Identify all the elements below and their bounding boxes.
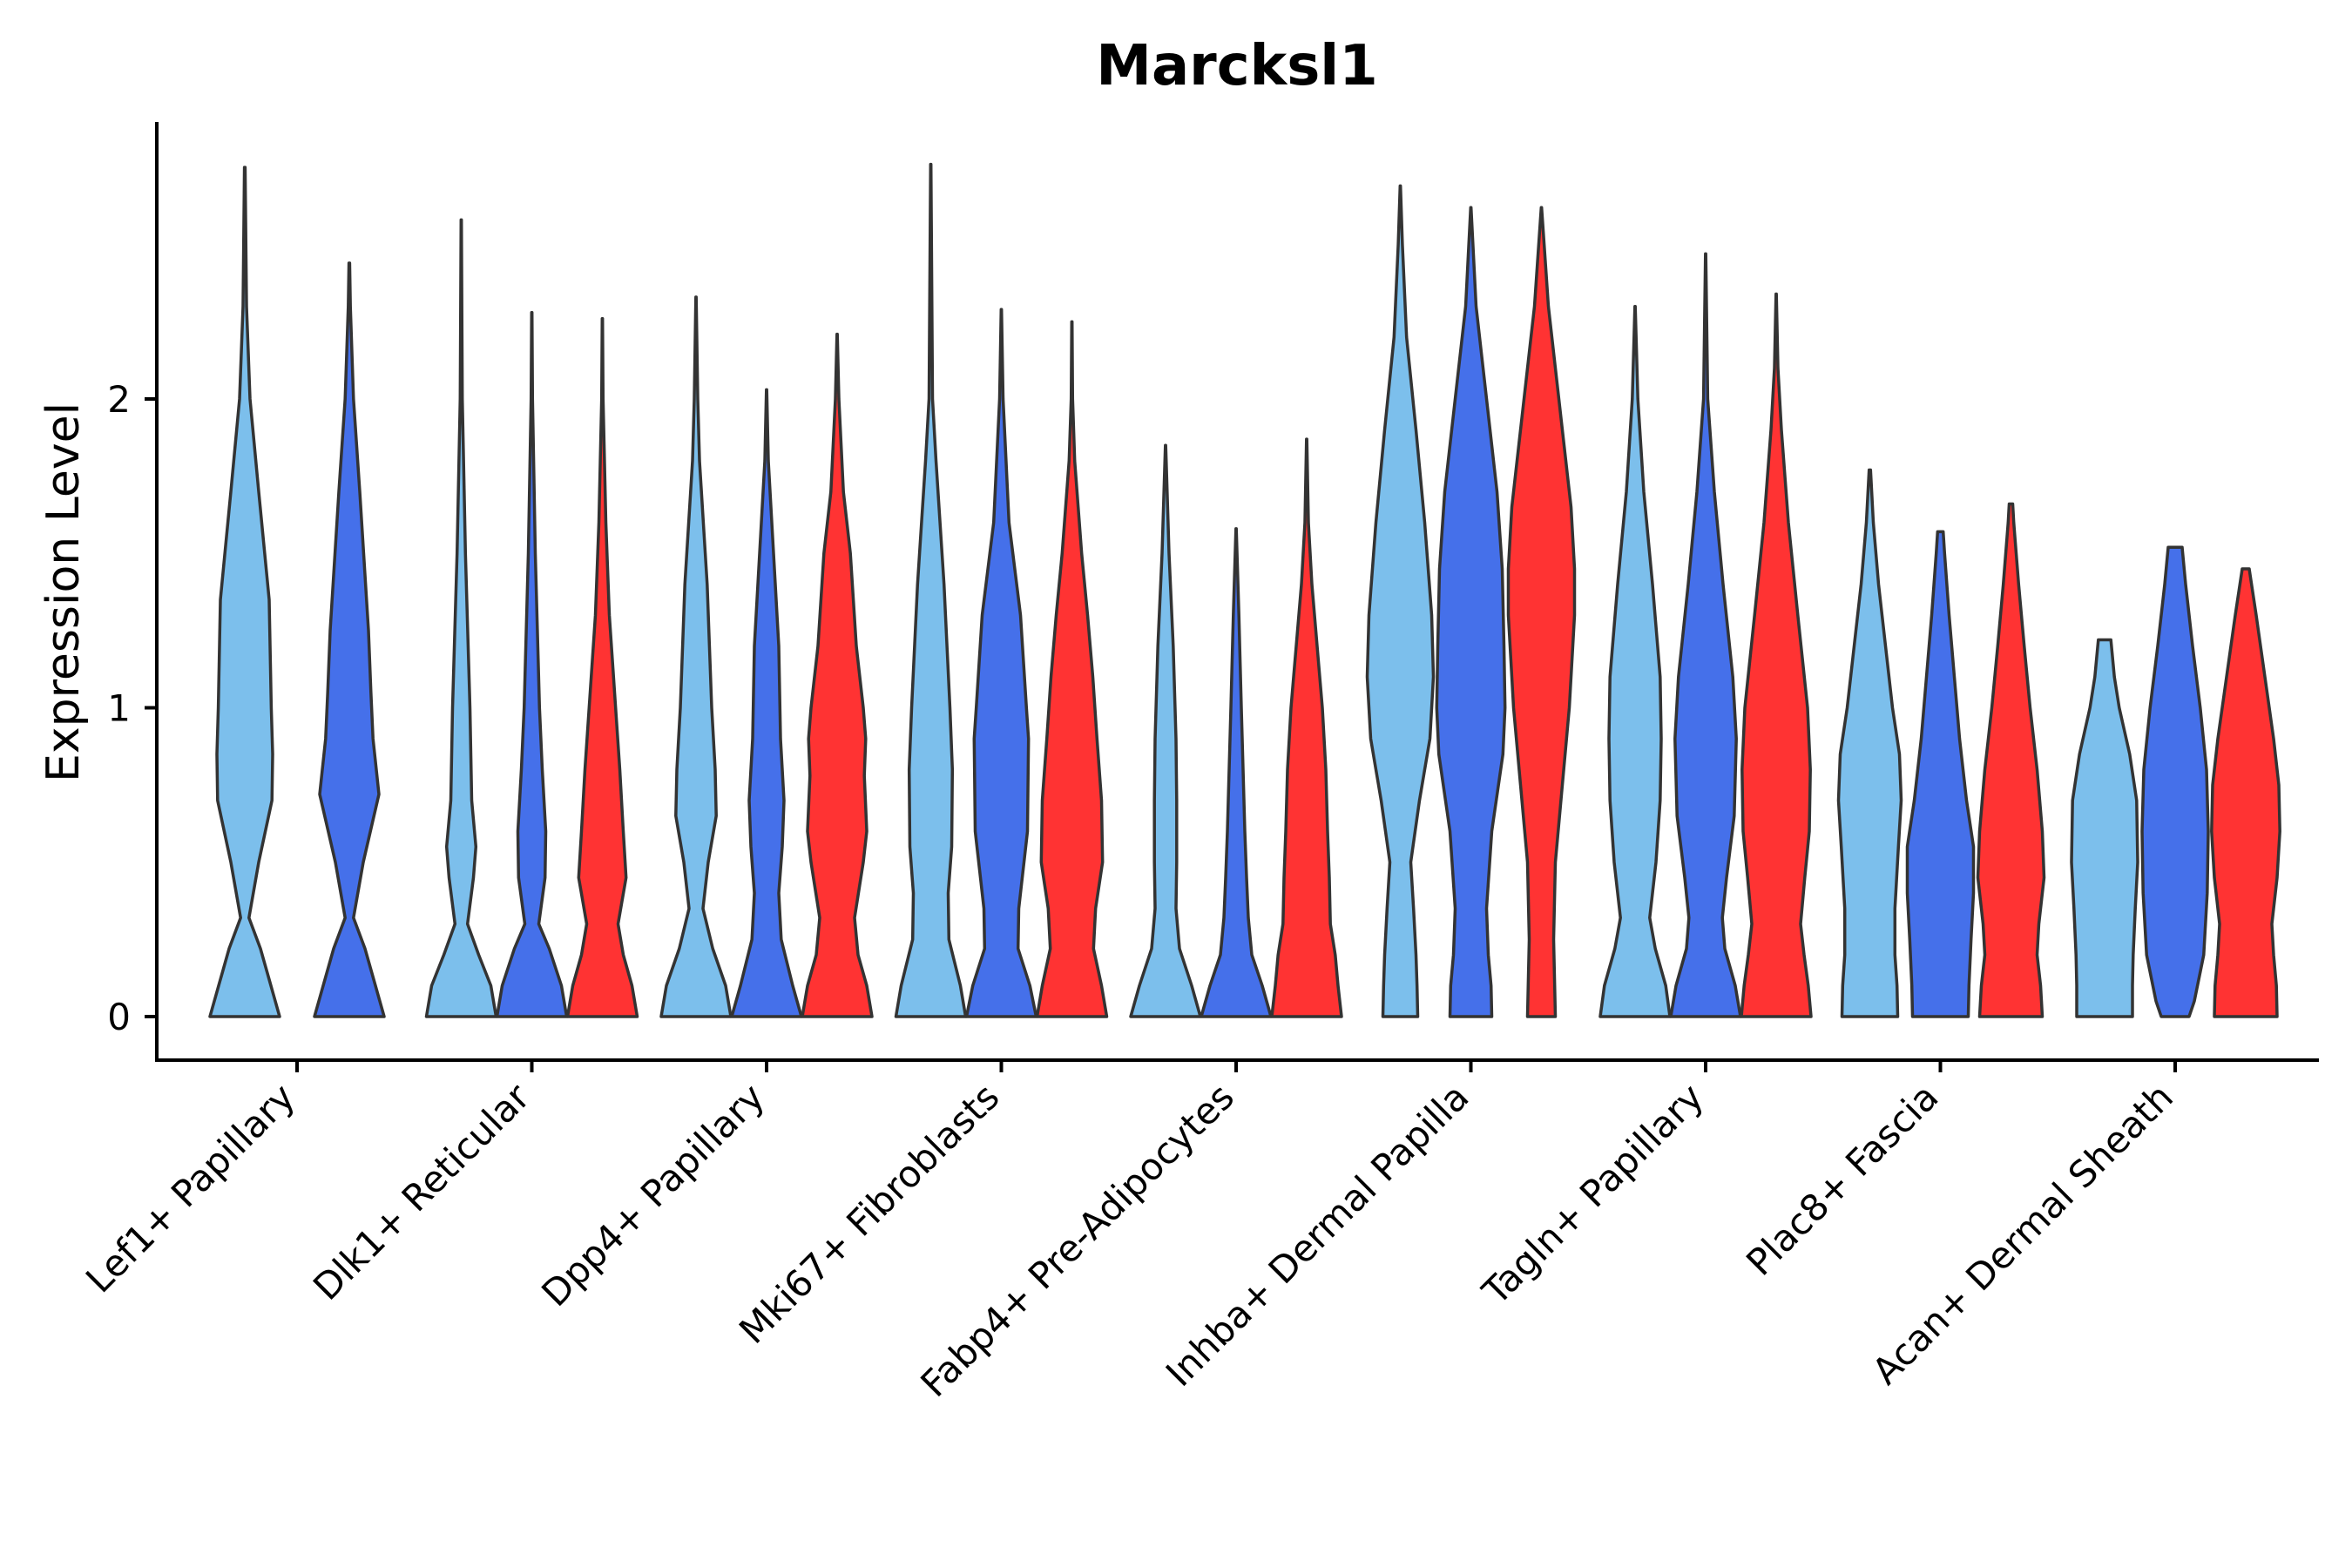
violin-dlk1-reticular-group-1 bbox=[424, 218, 498, 1018]
violin-inhba-dermal-papilla-group-2 bbox=[1435, 206, 1507, 1018]
violin-fabp4-pre-adipocytes-group-1 bbox=[1129, 443, 1202, 1018]
y-tick-label: 2 bbox=[107, 378, 131, 421]
violin-plac8-fascia-group-3 bbox=[1976, 502, 2046, 1018]
violin-acan-dermal-sheath-group-1 bbox=[2070, 638, 2139, 1018]
violin-inhba-dermal-papilla-group-1 bbox=[1365, 184, 1436, 1018]
violin-mki67-fibroblasts-group-2 bbox=[964, 308, 1038, 1018]
violin-inhba-dermal-papilla-group-3 bbox=[1506, 206, 1577, 1018]
violin-acan-dermal-sheath-group-3 bbox=[2210, 567, 2281, 1018]
violin-tagln-papillary-group-2 bbox=[1669, 252, 1742, 1018]
violin-mki67-fibroblasts-group-1 bbox=[894, 162, 968, 1018]
violin-mki67-fibroblasts-group-3 bbox=[1035, 320, 1109, 1018]
violin-fabp4-pre-adipocytes-group-2 bbox=[1200, 527, 1273, 1018]
violin-plac8-fascia-group-1 bbox=[1836, 468, 1903, 1018]
violin-dpp4-papillary-group-1 bbox=[659, 295, 733, 1018]
x-tick-label: Dpp4+ Papillary bbox=[533, 1075, 773, 1315]
violin-tagln-papillary-group-3 bbox=[1740, 292, 1813, 1018]
chart-title: Marcksl1 bbox=[1096, 34, 1378, 98]
x-tick-label: Dlk1+ Reticular bbox=[305, 1075, 538, 1308]
y-tick-label: 1 bbox=[107, 687, 131, 730]
violin-plac8-fascia-group-2 bbox=[1905, 530, 1976, 1018]
violin-dlk1-reticular-group-2 bbox=[495, 310, 569, 1018]
violin-dlk1-reticular-group-3 bbox=[565, 317, 639, 1018]
y-axis-label: Expression Level bbox=[37, 402, 90, 782]
y-ticks: 0 1 2 bbox=[107, 378, 157, 1038]
violin-tagln-papillary-group-1 bbox=[1598, 304, 1672, 1018]
x-tick-label: Lef1+ Papillary bbox=[78, 1075, 303, 1301]
violin-acan-dermal-sheath-group-2 bbox=[2140, 545, 2210, 1018]
violin-lef1-papillary-group-1 bbox=[208, 166, 281, 1018]
violin-fabp4-pre-adipocytes-group-3 bbox=[1270, 437, 1343, 1018]
x-tick-label: Plac8+ Fascia bbox=[1738, 1075, 1946, 1283]
y-tick-label: 0 bbox=[107, 996, 131, 1038]
violin-dpp4-papillary-group-2 bbox=[730, 388, 803, 1018]
x-tick-label: Tagln+ Papillary bbox=[1474, 1075, 1712, 1313]
violins-layer bbox=[208, 162, 2281, 1018]
violin-dpp4-papillary-group-3 bbox=[801, 332, 874, 1018]
violin-lef1-papillary-group-2 bbox=[313, 261, 386, 1018]
x-tick-label: Mki67+ Fibroblasts bbox=[731, 1075, 1007, 1351]
